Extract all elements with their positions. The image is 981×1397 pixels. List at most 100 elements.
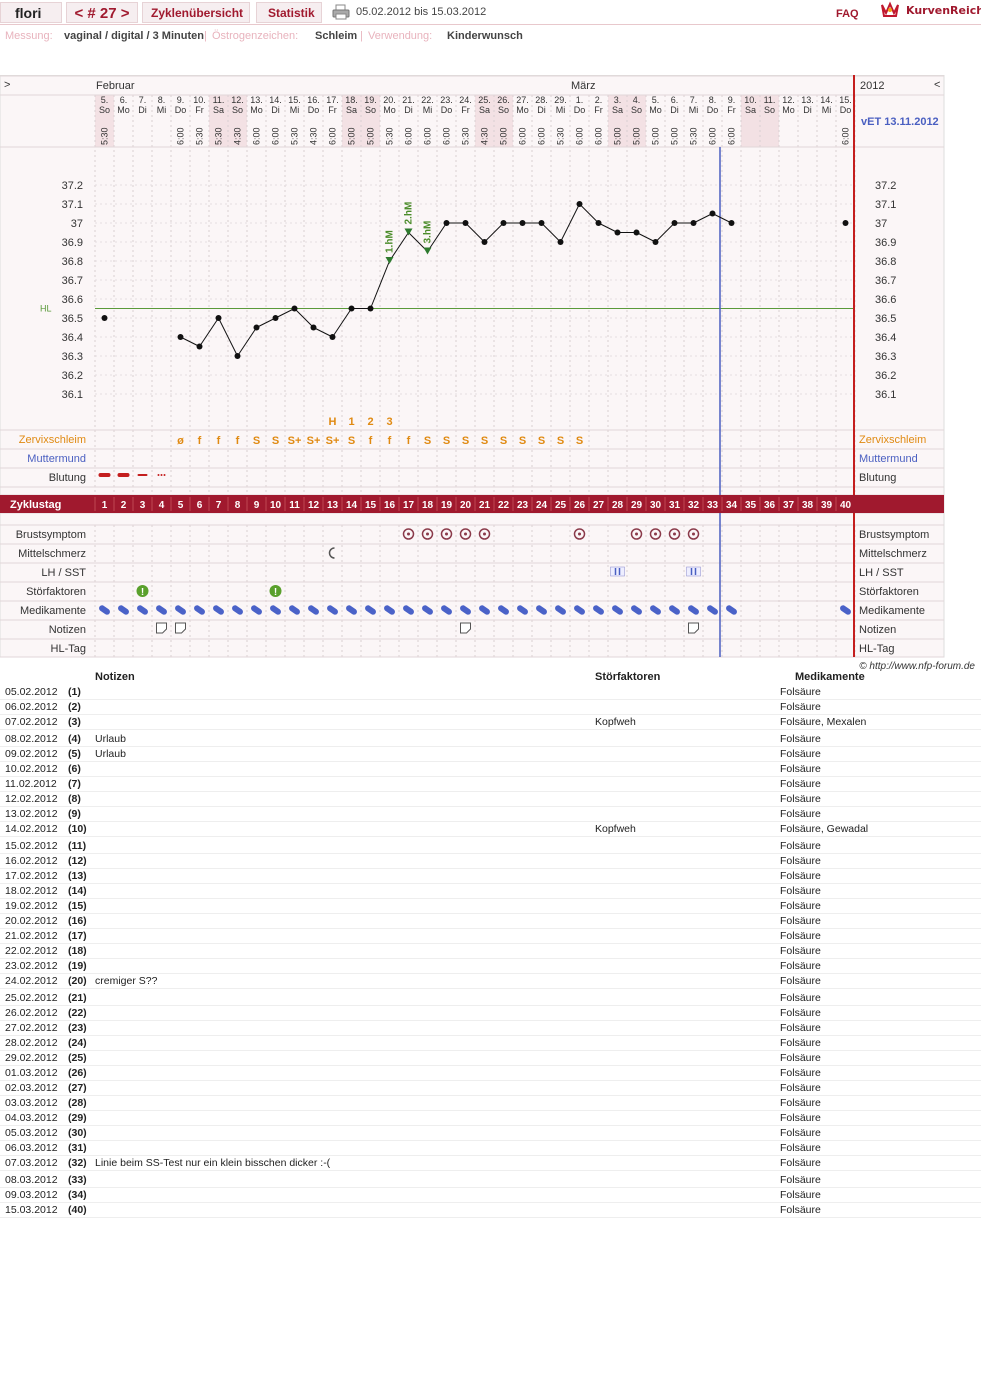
- table-row: 27.02.2012 (23) Folsäure: [0, 1021, 981, 1036]
- coverline-label: HL: [40, 304, 52, 314]
- pill-icon: [574, 605, 585, 615]
- temperature-point: [576, 201, 583, 207]
- cycle-day-number: 6: [197, 500, 203, 511]
- day-date: 18.: [345, 95, 358, 105]
- row-date: 10.02.2012: [5, 763, 58, 775]
- bleeding-spotting: [157, 474, 160, 476]
- measure-time: 5:30: [461, 127, 471, 145]
- row-medication: Folsäure: [780, 1097, 821, 1109]
- row-medication: Folsäure: [780, 1007, 821, 1019]
- temp-tick-right: 37: [875, 218, 887, 230]
- faq-link[interactable]: FAQ: [836, 8, 859, 20]
- day-weekday: Fr: [461, 105, 470, 115]
- temperature-point: [709, 210, 716, 217]
- pill-icon: [403, 605, 414, 615]
- pill-icon: [555, 605, 566, 615]
- temperature-line: [579, 203, 599, 224]
- day-date: 3.: [614, 95, 622, 105]
- row-date: 18.02.2012: [5, 885, 58, 897]
- disturbance-icon: [269, 585, 282, 597]
- pill-icon: [327, 605, 338, 615]
- temperature-line: [218, 317, 238, 357]
- table-row: 07.02.2012 (3) Kopfweh Folsäure, Mexalen: [0, 715, 981, 730]
- temp-tick-left: 36.7: [62, 275, 83, 287]
- row-medication: Folsäure: [780, 1052, 821, 1064]
- cycle-day-number: 1: [102, 500, 108, 511]
- row-date: 27.02.2012: [5, 1022, 58, 1034]
- tab-statistics[interactable]: Statistik: [256, 2, 322, 23]
- measure-time: 5:00: [499, 127, 509, 145]
- row-cycle-day: (40): [68, 1204, 87, 1216]
- row-date: 11.02.2012: [5, 778, 57, 790]
- weekend-shade: [209, 95, 228, 147]
- row-date: 08.02.2012: [5, 733, 58, 745]
- mucus-symbol: S+: [288, 435, 302, 447]
- month-label-march: März: [571, 80, 595, 92]
- higher-measurement-point: [404, 228, 413, 236]
- temperature-point: [671, 220, 678, 226]
- day-date: 7.: [139, 95, 147, 105]
- day-weekday: Mi: [157, 105, 167, 115]
- row-date: 28.02.2012: [5, 1037, 58, 1049]
- day-weekday: Do: [707, 105, 719, 115]
- day-weekday: Di: [404, 105, 413, 115]
- measure-time: 6:00: [727, 127, 737, 145]
- temperature-point: [633, 229, 640, 236]
- measure-time: 6:00: [518, 127, 528, 145]
- measure-label: Messung:: [5, 30, 53, 42]
- pill-icon: [460, 605, 471, 615]
- table-row: 05.03.2012 (30) Folsäure: [0, 1126, 981, 1141]
- row-date: 02.03.2012: [5, 1082, 58, 1094]
- mucus-symbol: f: [198, 435, 202, 447]
- row-label-notizen: Notizen: [49, 624, 86, 636]
- breast-symptom-icon: [421, 528, 434, 540]
- row-medication: Folsäure: [780, 1037, 821, 1049]
- row-label-right-stoer: Störfaktoren: [859, 586, 919, 598]
- day-weekday: Fr: [195, 105, 204, 115]
- cycle-day-number: 4: [159, 500, 165, 511]
- row-cycle-day: (21): [68, 992, 87, 1004]
- table-row: 08.03.2012 (33) Folsäure: [0, 1173, 981, 1188]
- note-icon: [175, 622, 186, 634]
- temperature-line: [237, 327, 257, 357]
- row-cycle-day: (2): [68, 701, 81, 713]
- day-weekday: Fr: [727, 105, 736, 115]
- measurement-info-bar: Messung: vaginal / digital / 3 Minuten |…: [0, 27, 981, 45]
- temp-tick-left: 36.5: [62, 313, 83, 325]
- cycle-day-number: 21: [479, 500, 491, 511]
- year-label: 2012: [860, 80, 884, 92]
- cycle-day-band: [0, 495, 944, 513]
- row-date: 06.02.2012: [5, 701, 58, 713]
- measure-time: 5:00: [347, 127, 357, 145]
- printer-icon[interactable]: [332, 4, 350, 20]
- row-date: 15.02.2012: [5, 840, 58, 852]
- row-medication: Folsäure: [780, 840, 821, 852]
- breast-symptom-icon: [459, 528, 472, 540]
- temperature-point: [842, 220, 849, 226]
- cycle-day-number: 26: [574, 500, 586, 511]
- day-date: 8.: [709, 95, 717, 105]
- row-note: cremiger S??: [95, 975, 158, 987]
- day-date: 15.: [839, 95, 852, 105]
- temperature-line: [541, 222, 561, 243]
- temp-tick-left: 36.6: [62, 294, 83, 306]
- cycle-navigator[interactable]: < # 27 >: [66, 2, 138, 23]
- cycle-day-number: 7: [216, 500, 222, 511]
- tab-cycle-overview[interactable]: Zyklenübersicht: [142, 2, 250, 23]
- measure-time: 6:00: [176, 127, 186, 145]
- row-medication: Folsäure: [780, 808, 821, 820]
- day-weekday: Mo: [516, 105, 529, 115]
- kurvenreich-logo[interactable]: KurvenReich: [906, 4, 981, 17]
- breast-symptom-icon: [687, 528, 700, 540]
- temperature-line: [199, 317, 219, 347]
- day-weekday: So: [498, 105, 509, 115]
- day-weekday: So: [365, 105, 376, 115]
- day-date: 19.: [364, 95, 377, 105]
- pill-icon: [118, 605, 129, 615]
- row-cycle-day: (5): [68, 748, 81, 760]
- usage-value: Kinderwunsch: [447, 30, 523, 42]
- temp-tick-left: 36.8: [62, 256, 83, 268]
- row-date: 09.03.2012: [5, 1189, 58, 1201]
- day-date: 2.: [595, 95, 603, 105]
- mucus-symbol: f: [217, 435, 221, 447]
